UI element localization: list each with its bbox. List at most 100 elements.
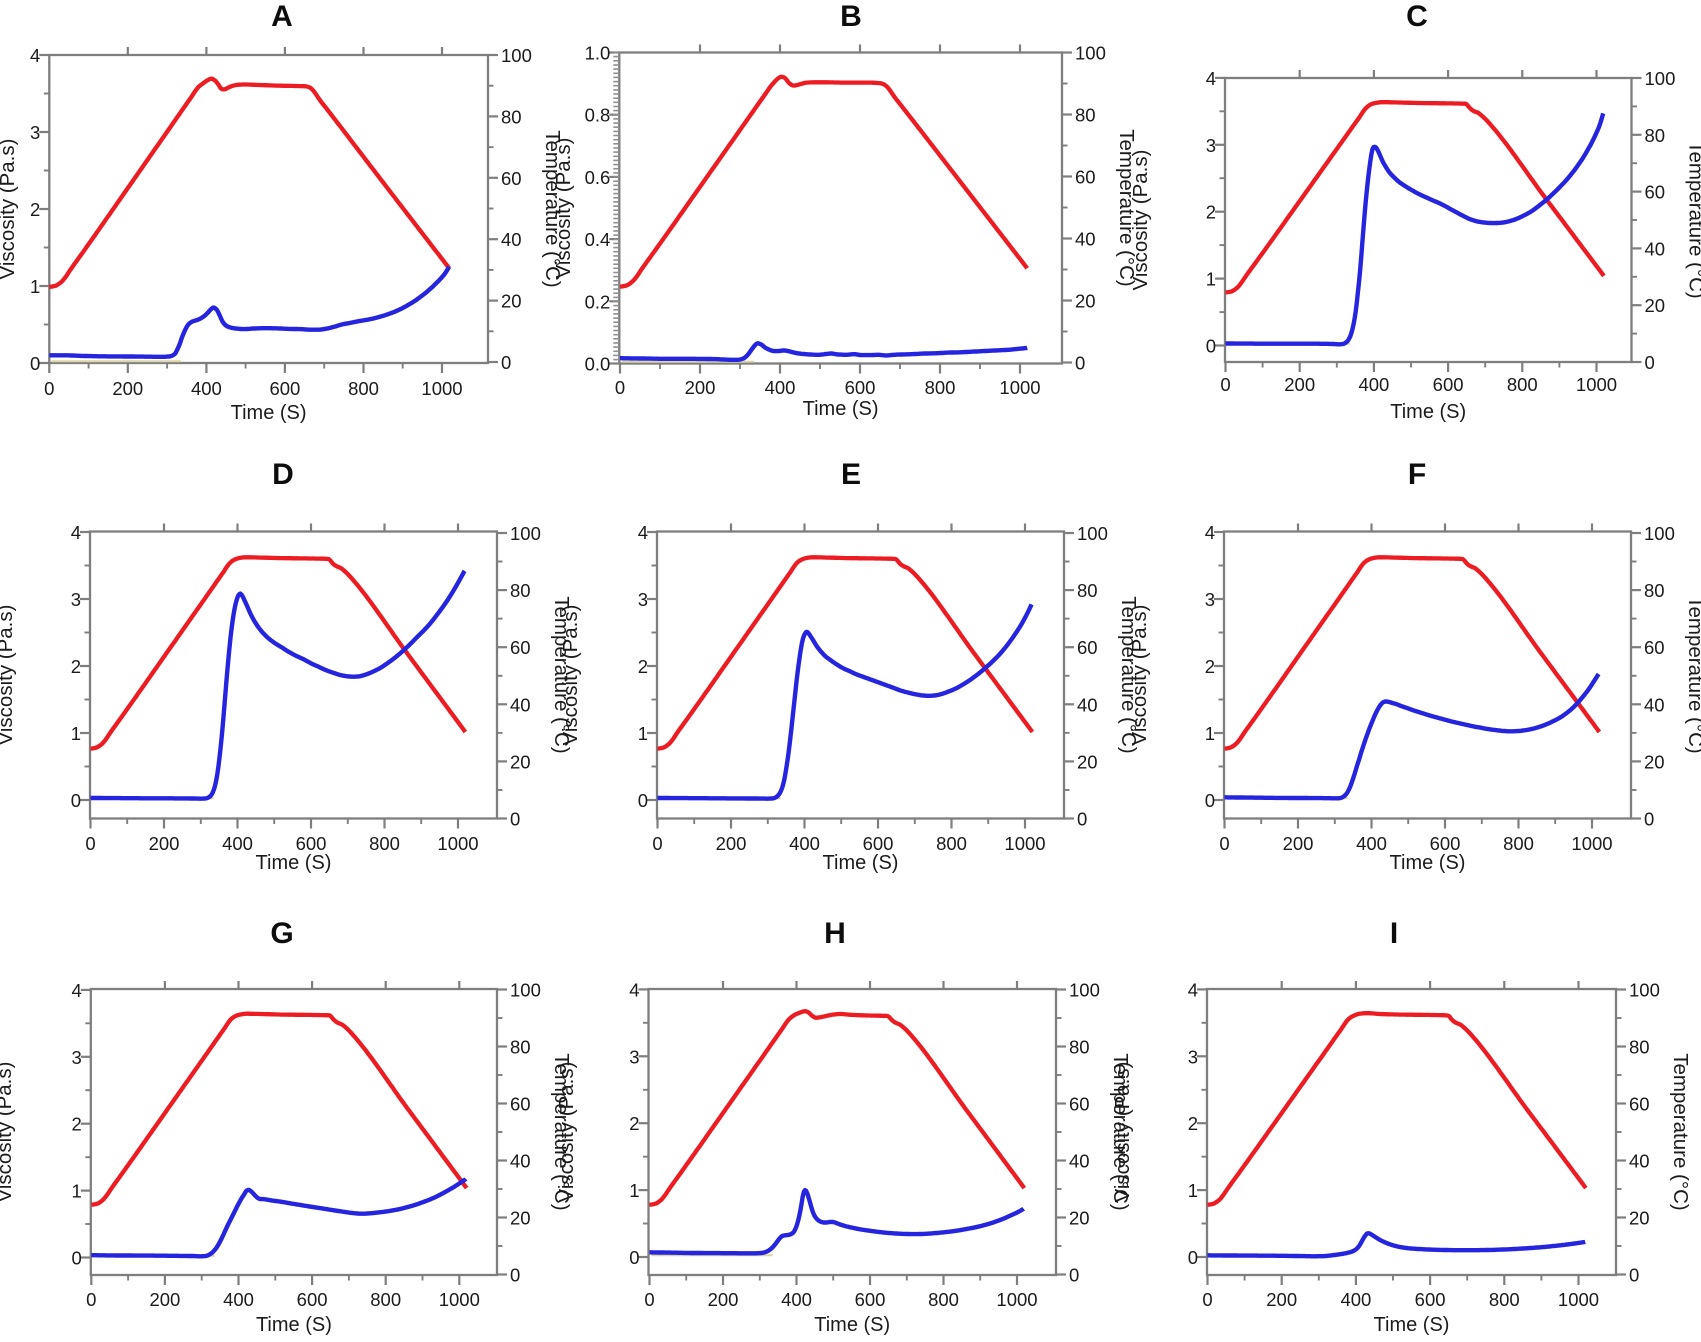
- svg-text:Time (S): Time (S): [1390, 401, 1466, 423]
- svg-text:200: 200: [1284, 374, 1315, 395]
- svg-text:0: 0: [1205, 790, 1215, 811]
- svg-text:4: 4: [1205, 522, 1215, 543]
- svg-text:0: 0: [652, 833, 662, 854]
- svg-text:4: 4: [1188, 979, 1198, 1000]
- svg-text:2: 2: [1206, 202, 1216, 223]
- svg-text:200: 200: [685, 377, 716, 398]
- svg-text:200: 200: [149, 833, 180, 854]
- svg-text:0: 0: [644, 1289, 654, 1310]
- svg-text:20: 20: [1075, 291, 1096, 312]
- svg-text:600: 600: [297, 1289, 328, 1310]
- svg-text:400: 400: [222, 833, 253, 854]
- svg-text:E: E: [841, 458, 861, 491]
- svg-text:0: 0: [30, 353, 40, 374]
- svg-text:60: 60: [1644, 637, 1665, 658]
- svg-text:1000: 1000: [439, 1289, 480, 1310]
- svg-text:80: 80: [510, 1037, 531, 1058]
- svg-text:3: 3: [30, 122, 40, 143]
- svg-text:Viscosity (Pa.s): Viscosity (Pa.s): [552, 138, 575, 279]
- svg-text:1: 1: [71, 723, 81, 744]
- svg-text:0: 0: [510, 1265, 520, 1286]
- svg-text:2: 2: [30, 199, 40, 220]
- svg-text:D: D: [272, 458, 294, 491]
- svg-text:40: 40: [1077, 694, 1098, 715]
- svg-text:80: 80: [1645, 125, 1666, 146]
- svg-text:400: 400: [1356, 833, 1387, 854]
- svg-text:3: 3: [72, 1047, 82, 1068]
- svg-text:1.0: 1.0: [585, 43, 611, 64]
- svg-text:1: 1: [72, 1181, 82, 1202]
- svg-text:800: 800: [370, 1289, 401, 1310]
- svg-text:80: 80: [1069, 1037, 1090, 1058]
- svg-text:60: 60: [1077, 637, 1098, 658]
- svg-text:400: 400: [191, 378, 222, 399]
- svg-text:4: 4: [71, 522, 81, 543]
- svg-text:0: 0: [1188, 1247, 1198, 1268]
- svg-text:800: 800: [1507, 374, 1538, 395]
- svg-text:600: 600: [855, 1289, 886, 1310]
- svg-text:60: 60: [1075, 167, 1096, 188]
- svg-text:3: 3: [71, 589, 81, 610]
- svg-text:100: 100: [510, 523, 541, 544]
- svg-text:0: 0: [1202, 1289, 1212, 1310]
- svg-text:0: 0: [1219, 833, 1229, 854]
- svg-text:20: 20: [510, 751, 531, 772]
- svg-text:200: 200: [1266, 1289, 1297, 1310]
- svg-text:80: 80: [1644, 580, 1665, 601]
- svg-text:20: 20: [1644, 751, 1665, 772]
- svg-text:800: 800: [1503, 833, 1534, 854]
- svg-text:60: 60: [501, 168, 522, 189]
- svg-text:0: 0: [510, 809, 520, 830]
- svg-text:200: 200: [149, 1289, 180, 1310]
- svg-text:100: 100: [501, 45, 532, 66]
- svg-text:0: 0: [501, 352, 511, 373]
- svg-text:3: 3: [629, 1046, 639, 1067]
- svg-text:40: 40: [1629, 1151, 1650, 1172]
- svg-text:800: 800: [348, 378, 379, 399]
- svg-text:0: 0: [86, 1289, 96, 1310]
- svg-text:400: 400: [789, 833, 820, 854]
- svg-text:0: 0: [85, 833, 95, 854]
- svg-text:0.6: 0.6: [585, 167, 611, 188]
- svg-text:3: 3: [1206, 135, 1216, 156]
- svg-text:0: 0: [615, 377, 625, 398]
- svg-text:Viscosity (Pa.s): Viscosity (Pa.s): [555, 1062, 578, 1203]
- svg-text:200: 200: [1283, 833, 1314, 854]
- svg-text:Temperature (°C): Temperature (°C): [1669, 1053, 1692, 1210]
- svg-text:600: 600: [863, 833, 894, 854]
- svg-text:1000: 1000: [999, 377, 1040, 398]
- svg-text:1: 1: [638, 723, 648, 744]
- svg-text:1000: 1000: [1004, 833, 1045, 854]
- svg-text:Viscosity (Pa.s): Viscosity (Pa.s): [0, 1062, 16, 1203]
- svg-text:60: 60: [1069, 1094, 1090, 1115]
- svg-text:0.8: 0.8: [585, 105, 611, 126]
- svg-text:80: 80: [501, 106, 522, 127]
- svg-text:1000: 1000: [1571, 833, 1612, 854]
- svg-text:20: 20: [1629, 1208, 1650, 1229]
- svg-text:0: 0: [1629, 1265, 1639, 1286]
- svg-text:3: 3: [1188, 1046, 1198, 1067]
- svg-text:Time (S): Time (S): [814, 1314, 890, 1336]
- svg-text:2: 2: [71, 656, 81, 677]
- svg-text:80: 80: [1629, 1037, 1650, 1058]
- svg-text:80: 80: [510, 580, 531, 601]
- svg-text:0.2: 0.2: [585, 291, 611, 312]
- svg-text:0: 0: [71, 790, 81, 811]
- svg-text:4: 4: [72, 980, 82, 1001]
- svg-text:Time (S): Time (S): [823, 852, 899, 874]
- svg-text:2: 2: [1205, 656, 1215, 677]
- svg-text:C: C: [1406, 0, 1428, 33]
- svg-text:0: 0: [72, 1248, 82, 1269]
- svg-text:40: 40: [1644, 694, 1665, 715]
- svg-text:20: 20: [1069, 1208, 1090, 1229]
- svg-text:Temperature (°C): Temperature (°C): [1685, 141, 1701, 298]
- svg-text:60: 60: [1645, 182, 1666, 203]
- svg-text:4: 4: [1206, 68, 1216, 89]
- svg-text:100: 100: [510, 980, 541, 1001]
- svg-text:400: 400: [223, 1289, 254, 1310]
- svg-text:2: 2: [72, 1114, 82, 1135]
- svg-text:0: 0: [1220, 374, 1230, 395]
- svg-text:1: 1: [1188, 1180, 1198, 1201]
- svg-text:0: 0: [1206, 336, 1216, 357]
- svg-text:1000: 1000: [421, 378, 462, 399]
